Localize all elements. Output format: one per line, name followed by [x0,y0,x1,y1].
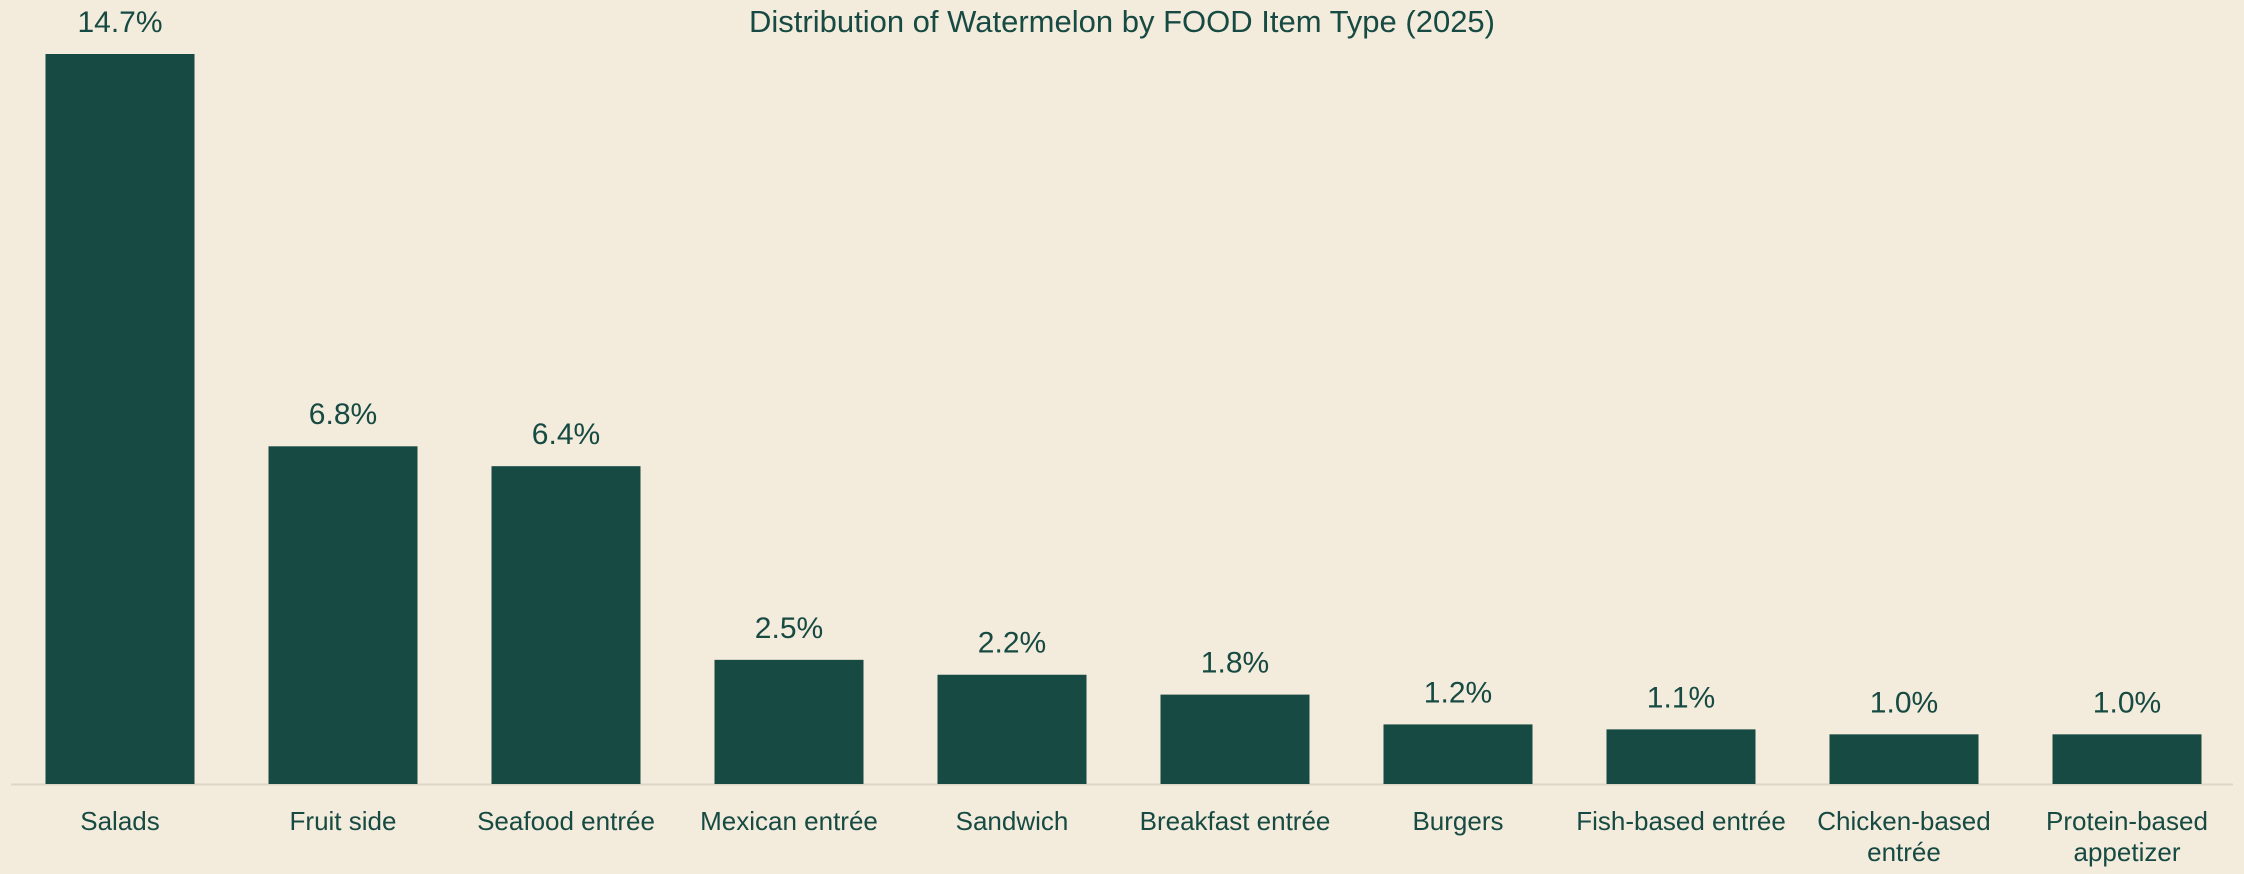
bar [714,659,864,784]
x-tick-label: Breakfast entrée [1139,806,1331,836]
bar [2052,734,2202,784]
value-label: 2.5% [755,612,823,645]
bar [1383,724,1533,784]
x-tick-label: Sandwich [955,806,1069,836]
bar [45,54,195,784]
bar [268,446,418,784]
value-label: 6.8% [309,398,377,431]
x-tick-label: Burgers [1412,806,1504,836]
value-label: 6.4% [532,418,600,451]
value-label: 1.0% [2093,686,2161,719]
bar [1829,734,1979,784]
x-tick-label: Protein-based appetizer [2046,806,2208,868]
x-tick-label: Fruit side [289,806,397,836]
value-label: 1.1% [1647,681,1715,714]
value-label: 1.2% [1424,676,1492,709]
bar [1606,729,1756,784]
bar [491,466,641,784]
chart-title: Distribution of Watermelon by FOOD Item … [749,4,1495,39]
value-label: 2.2% [978,627,1046,660]
x-tick-label: Salads [80,806,160,836]
bar [1160,694,1310,784]
x-tick-label: Seafood entrée [477,806,655,836]
x-tick-label: Fish-based entrée [1576,806,1786,836]
bar [937,674,1087,784]
x-tick-label: Mexican entrée [700,806,878,836]
x-tick-label: Chicken-based entrée [1817,806,1991,868]
value-label: 14.7% [77,6,162,39]
value-label: 1.8% [1201,647,1269,680]
value-label: 1.0% [1870,686,1938,719]
